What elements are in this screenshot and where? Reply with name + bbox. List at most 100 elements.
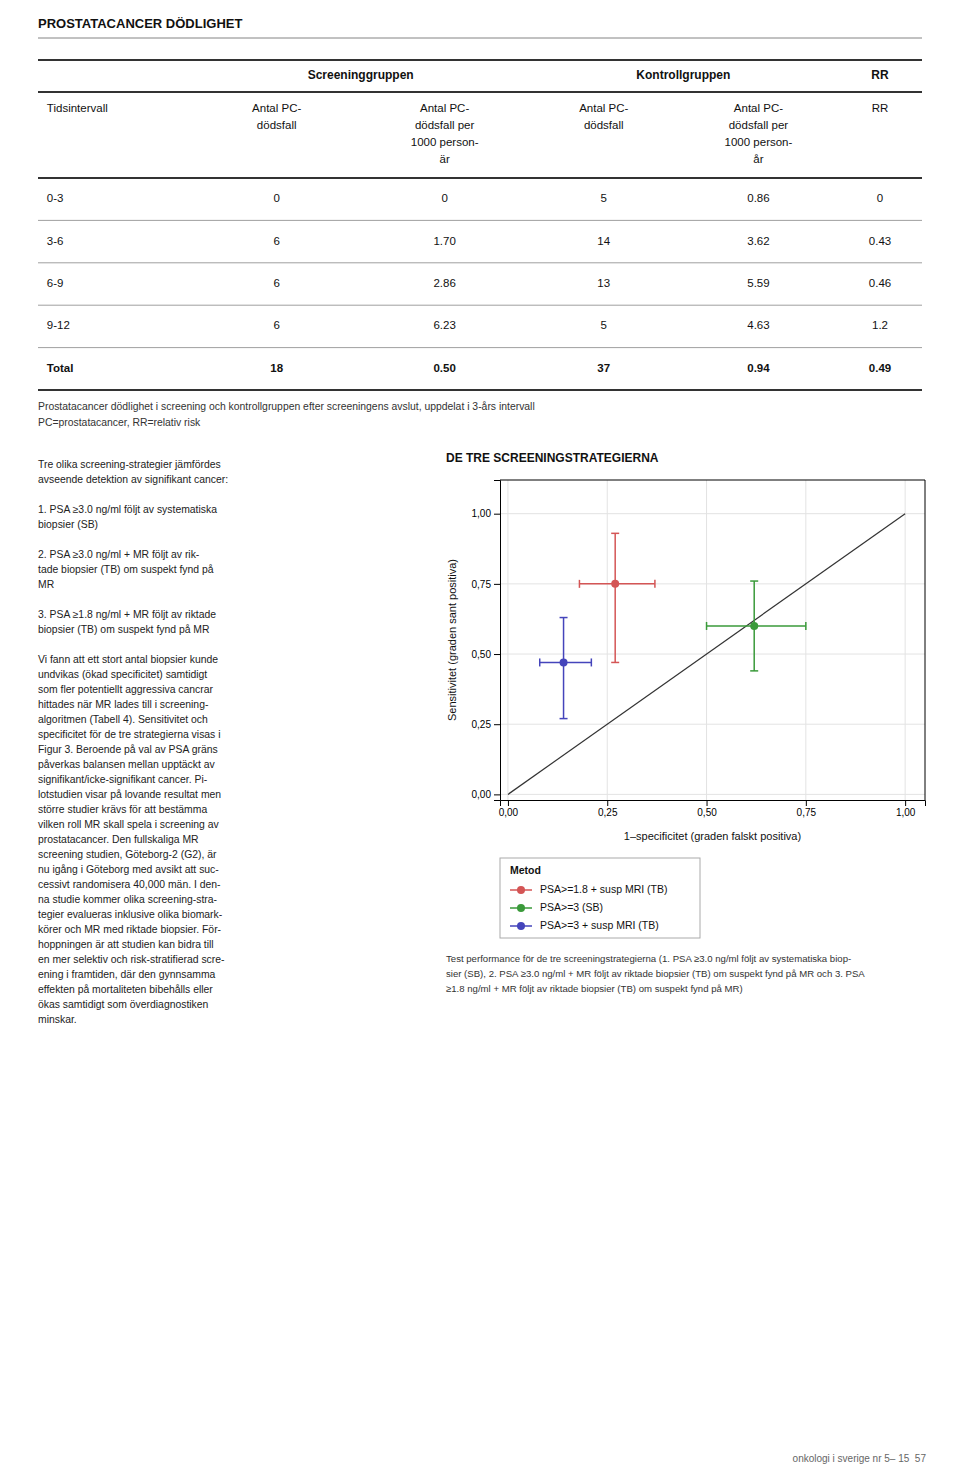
table-cell: 6 [273, 319, 279, 331]
point [750, 622, 758, 630]
column-header: Antal PC- [252, 102, 301, 114]
table-cell: 5.59 [747, 277, 769, 289]
body-text: MR [38, 579, 55, 590]
legend-title: Metod [510, 864, 541, 876]
frame [500, 480, 925, 481]
y-axis-title: Sensitivitet (graden sant positiva) [446, 559, 458, 721]
grid-line [607, 480, 608, 800]
tick-mark [806, 800, 807, 806]
legend-entry: PSA>=3 + susp MRI (TB) [540, 919, 659, 931]
tick-mark [707, 800, 708, 806]
error-bar-y [563, 618, 565, 719]
legend-entry: PSA>=3 (SB) [540, 901, 603, 913]
y-axis: 0,000,250,500,751,00 [472, 481, 501, 801]
body-text: tade biopsier (TB) om suspekt fynd på [38, 564, 214, 575]
column-header: dödsfall [257, 119, 297, 131]
error-cap [750, 670, 758, 672]
tick: 0,50 [472, 649, 500, 660]
error-cap [654, 580, 656, 588]
tick-label: 0,50 [697, 807, 717, 818]
body-text: na studie kommer olika screening-stra- [38, 894, 217, 905]
plot-caption: sier (SB), 2. PSA ≥3.0 ng/ml + MR följt … [446, 968, 865, 979]
point [611, 580, 619, 588]
body-text: prostatacancer. Den fullskaliga MR [38, 834, 199, 845]
table-cell: 3.62 [747, 235, 769, 247]
column-header: år [753, 153, 763, 165]
separator [38, 38, 922, 39]
group-header: RR [871, 68, 889, 82]
table-cell: 2.86 [433, 277, 455, 289]
legend-marker [517, 886, 525, 894]
error-bar-y [614, 533, 616, 662]
error-cap [591, 658, 593, 666]
body-text: specificitet för de tre strategierna vis… [38, 729, 221, 740]
legend: MetodPSA>=1.8 + susp MRI (TB)PSA>=3 (SB)… [500, 858, 700, 938]
table-cell: 6-9 [47, 277, 64, 289]
body-text: lotstudien visar på lovande resultat men [38, 789, 221, 800]
page: PROSTATACANCER DÖDLIGHET Screeninggruppen… [0, 0, 960, 1483]
legend-box [500, 858, 700, 938]
tick-label: 1,00 [472, 508, 492, 519]
grid [500, 480, 925, 800]
error-cap [539, 658, 541, 666]
column-header: Tidsintervall [47, 102, 108, 114]
body-text: undvikas (ökad specificitet) samtidigt [38, 669, 207, 680]
body-text: 3. PSA ≥1.8 ng/ml + MR följt av riktade [38, 609, 216, 620]
table-cell: 5 [601, 192, 607, 204]
x-axis-title: 1–specificitet (graden falskt positiva) [624, 830, 801, 842]
body-text: påverkas balansen mellan upptäckt av [38, 759, 216, 770]
table-title: PROSTATACANCER DÖDLIGHET [38, 16, 242, 31]
table-cell: 6 [273, 235, 279, 247]
series [707, 581, 806, 671]
column-header: Antal PC- [420, 102, 469, 114]
group-header: Screeninggruppen [308, 68, 414, 82]
table-cell: 0.86 [747, 192, 769, 204]
axis-line [501, 801, 926, 807]
table-cell: 4.63 [747, 319, 769, 331]
grid-line [706, 480, 707, 800]
reference-line [508, 514, 905, 795]
table: PROSTATACANCER DÖDLIGHET Screeninggruppen… [38, 16, 922, 428]
plot-caption: ≥1.8 ng/ml + MR följt av riktade biopsie… [446, 983, 743, 994]
tick: 0,75 [797, 800, 817, 818]
body-text: 2. PSA ≥3.0 ng/ml + MR följt av rik- [38, 549, 199, 560]
tick-label: 0,00 [472, 789, 492, 800]
table-cell: 1.2 [872, 319, 888, 331]
plot-title: DE TRE SCREENINGSTRATEGIERNA [446, 451, 659, 465]
body-text: algoritmen (Tabell 4). Sensitivitet och [38, 714, 208, 725]
grid-line [507, 480, 508, 800]
tick-mark [494, 654, 500, 655]
tick-mark [494, 794, 500, 795]
table-rule [38, 59, 922, 61]
x-axis: 0,000,250,500,751,00 [499, 800, 926, 818]
body-text: biopsier (TB) om suspekt fynd på MR [38, 624, 210, 635]
tick-mark [494, 584, 500, 585]
body-text: större studier krävs för att bestämma [38, 804, 207, 815]
table-cell: 0 [877, 192, 883, 204]
axis-line [494, 481, 501, 801]
tick-mark [494, 514, 500, 515]
body-text: som fler potentiellt aggressiva cancrar [38, 684, 214, 695]
row-rule [38, 305, 922, 306]
table-cell: 0.46 [869, 277, 891, 289]
tick: 0,00 [499, 800, 519, 818]
body-text: biopsier (SB) [38, 519, 98, 530]
body-text: ening i framtiden, där den gynnsamma [38, 969, 216, 980]
column-header: dödsfall per [415, 119, 475, 131]
table-cell: Total [47, 362, 74, 374]
table-rule [38, 177, 922, 179]
tick-label: 0,00 [499, 807, 519, 818]
body-text: avseende detektion av signifikant cancer… [38, 474, 228, 485]
plot-caption: Test performance för de tre screeningstr… [446, 953, 851, 964]
column-header: 1000 person- [411, 136, 479, 148]
series [540, 618, 592, 719]
table-caption: PC=prostatacancer, RR=relativ risk [38, 417, 201, 428]
error-cap [805, 622, 807, 630]
tick: 1,00 [472, 508, 500, 519]
tick: 0,50 [697, 800, 717, 818]
grid-line [500, 724, 925, 725]
error-cap [750, 580, 758, 582]
row-rule [38, 220, 922, 221]
body-text: en mer selektiv och risk-stratifierad sc… [38, 954, 225, 965]
point [560, 658, 568, 666]
